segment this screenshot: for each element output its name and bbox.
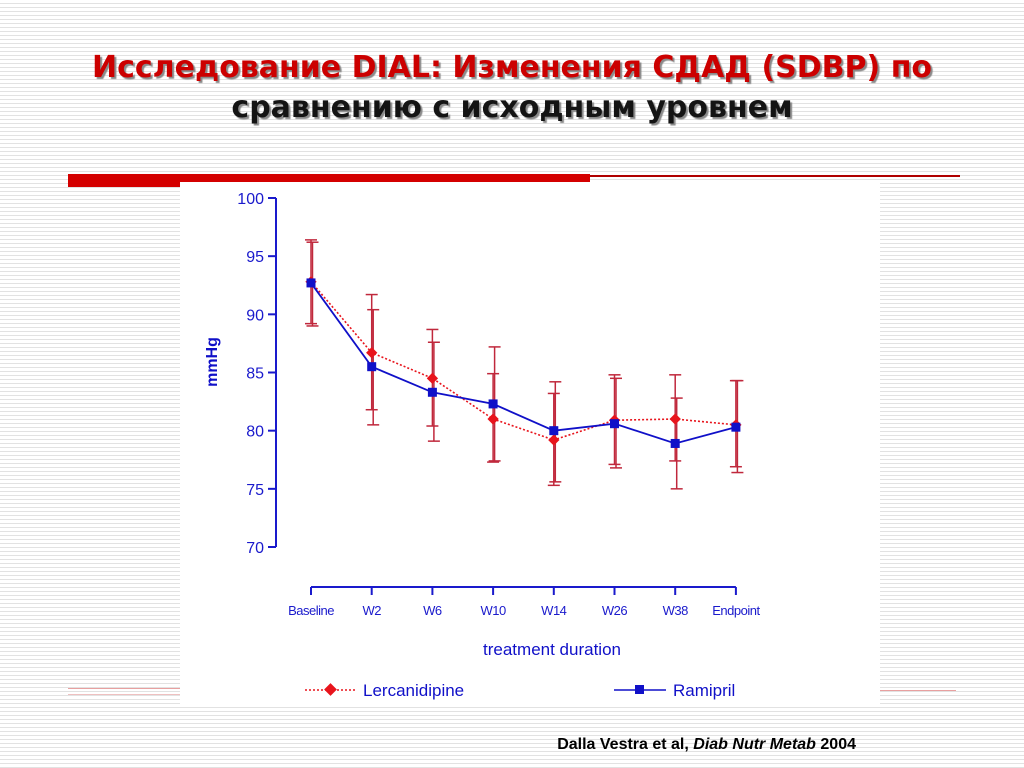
decorative-footer-line xyxy=(880,690,956,691)
data-point-ramipril xyxy=(306,278,316,288)
decorative-footer-line xyxy=(68,694,180,695)
x-tick-label: Baseline xyxy=(288,603,334,618)
x-tick-label: W2 xyxy=(362,603,381,618)
citation: Dalla Vestra et al, Diab Nutr Metab 2004 xyxy=(557,736,856,754)
y-tick-label: 85 xyxy=(246,366,264,383)
citation-journal: Diab Nutr Metab xyxy=(693,736,816,753)
data-point-ramipril xyxy=(427,387,437,397)
chart-panel: 70 75 80 85 90 95 100 Baseline W2 W6 W10 W14 W26 W38… xyxy=(180,182,880,707)
slide-title-line-1: Исследование DIAL: Изменения СДАД (SDBP)… xyxy=(91,50,933,85)
slide-title: Исследование DIAL: Изменения СДАД (SDBP)… xyxy=(20,48,1004,128)
decorative-red-line xyxy=(590,175,960,177)
x-tick-label: W10 xyxy=(480,603,506,618)
legend-lercanidipine-label: Lercanidipine xyxy=(363,681,464,700)
x-tick-label: W6 xyxy=(423,603,442,618)
sdbp-line-chart: 70 75 80 85 90 95 100 Baseline W2 W6 W10 W14 W26 W38… xyxy=(204,191,761,700)
series-line-lercanidipine xyxy=(310,281,736,441)
x-axis: Baseline W2 W6 W10 W14 W26 W38 Endpoint xyxy=(288,586,761,618)
y-axis-label: mmHg xyxy=(204,337,221,387)
data-point-ramipril xyxy=(549,426,559,436)
y-axis: 70 75 80 85 90 95 100 xyxy=(237,191,277,557)
y-tick-label: 75 xyxy=(246,482,264,499)
y-tick-label: 95 xyxy=(246,249,264,266)
data-point-lercanidipine xyxy=(548,434,560,446)
y-tick-label: 70 xyxy=(246,540,264,557)
decorative-footer-line xyxy=(68,688,180,689)
citation-authors: Dalla Vestra et al, xyxy=(557,736,689,753)
data-point-lercanidipine xyxy=(426,372,439,384)
citation-year: 2004 xyxy=(820,736,856,753)
slide-title-line-2: сравнению с исходным уровнем xyxy=(231,90,793,125)
data-point-ramipril xyxy=(670,438,680,448)
data-point-lercanidipine xyxy=(487,413,499,425)
data-point-ramipril xyxy=(488,399,498,409)
x-tick-label: W14 xyxy=(541,603,567,618)
data-point-lercanidipine xyxy=(366,347,378,359)
y-tick-label: 80 xyxy=(246,424,264,441)
legend-ramipril-marker xyxy=(635,685,644,694)
y-tick-label: 100 xyxy=(237,191,264,208)
x-axis-label: treatment duration xyxy=(483,640,621,659)
data-point-ramipril xyxy=(610,419,619,429)
data-point-ramipril xyxy=(731,422,741,432)
data-point-ramipril xyxy=(367,362,377,372)
legend-lercanidipine-marker xyxy=(324,683,337,696)
series-layer xyxy=(305,239,744,490)
x-tick-label: Endpoint xyxy=(712,603,760,618)
x-tick-label: W26 xyxy=(602,603,628,618)
series-line-ramipril xyxy=(310,282,737,445)
data-point-lercanidipine xyxy=(669,413,681,425)
x-tick-label: W38 xyxy=(663,603,689,618)
legend: Lercanidipine Ramipril xyxy=(305,681,735,700)
y-tick-label: 90 xyxy=(246,307,264,324)
legend-ramipril-label: Ramipril xyxy=(673,681,735,700)
